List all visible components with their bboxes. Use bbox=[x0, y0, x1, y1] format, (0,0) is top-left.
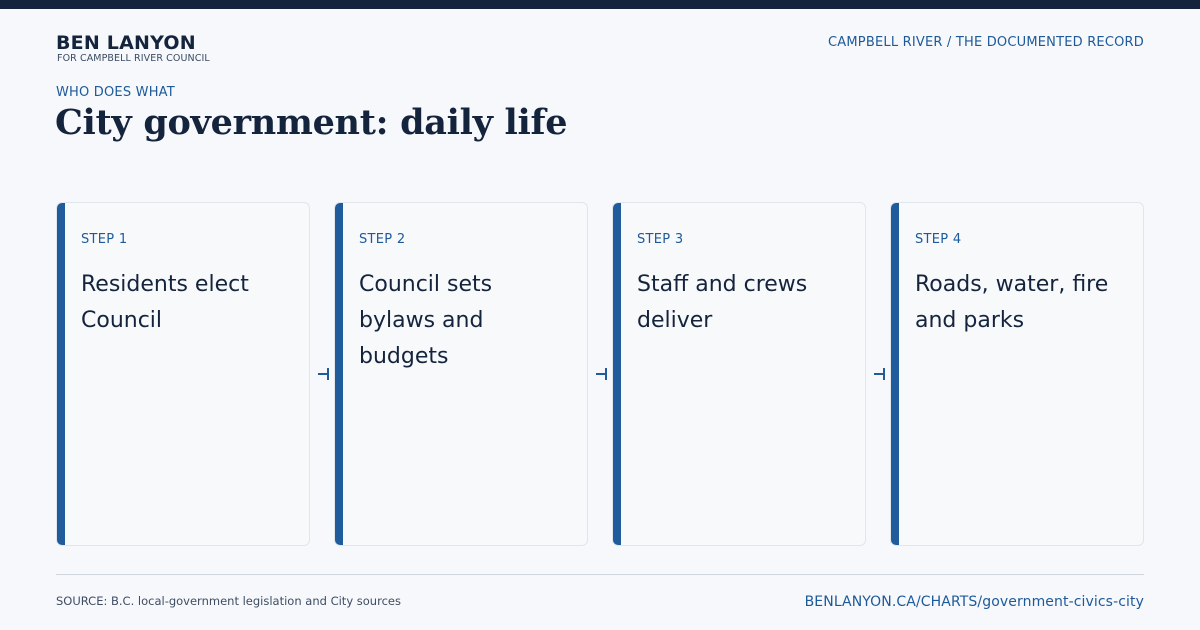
brand-name: BEN LANYON bbox=[56, 32, 196, 54]
arrow-icon bbox=[318, 368, 329, 380]
page-title: City government: daily life bbox=[55, 102, 568, 143]
arrow-icon bbox=[596, 368, 607, 380]
step-card-4: STEP 4 Roads, water, fire and parks bbox=[890, 202, 1144, 546]
card-accent-bar bbox=[891, 203, 899, 545]
card-accent-bar bbox=[335, 203, 343, 545]
step-text: Staff and crews deliver bbox=[637, 272, 808, 333]
eyebrow: WHO DOES WHAT bbox=[56, 85, 175, 100]
series-label: CAMPBELL RIVER / THE DOCUMENTED RECORD bbox=[828, 35, 1144, 50]
step-card-1: STEP 1 Residents elect Council bbox=[56, 202, 310, 546]
card-accent-bar bbox=[613, 203, 621, 545]
step-label: STEP 3 bbox=[637, 232, 684, 247]
step-label: STEP 4 bbox=[915, 232, 962, 247]
source-note: SOURCE: B.C. local-government legislatio… bbox=[56, 594, 401, 608]
step-label: STEP 1 bbox=[81, 232, 128, 247]
brand-subtitle: FOR CAMPBELL RIVER COUNCIL bbox=[57, 53, 210, 64]
step-label: STEP 2 bbox=[359, 232, 406, 247]
footer-divider bbox=[56, 574, 1144, 575]
step-card-2: STEP 2 Council sets bylaws and budgets bbox=[334, 202, 588, 546]
step-text: Residents elect Council bbox=[81, 272, 249, 333]
chart-url: BENLANYON.CA/CHARTS/government-civics-ci… bbox=[804, 594, 1144, 610]
step-text: Roads, water, fire and parks bbox=[915, 272, 1109, 333]
step-text: Council sets bylaws and budgets bbox=[359, 272, 493, 369]
top-bar bbox=[0, 0, 1200, 9]
arrow-icon bbox=[874, 368, 885, 380]
step-card-3: STEP 3 Staff and crews deliver bbox=[612, 202, 866, 546]
card-accent-bar bbox=[57, 203, 65, 545]
